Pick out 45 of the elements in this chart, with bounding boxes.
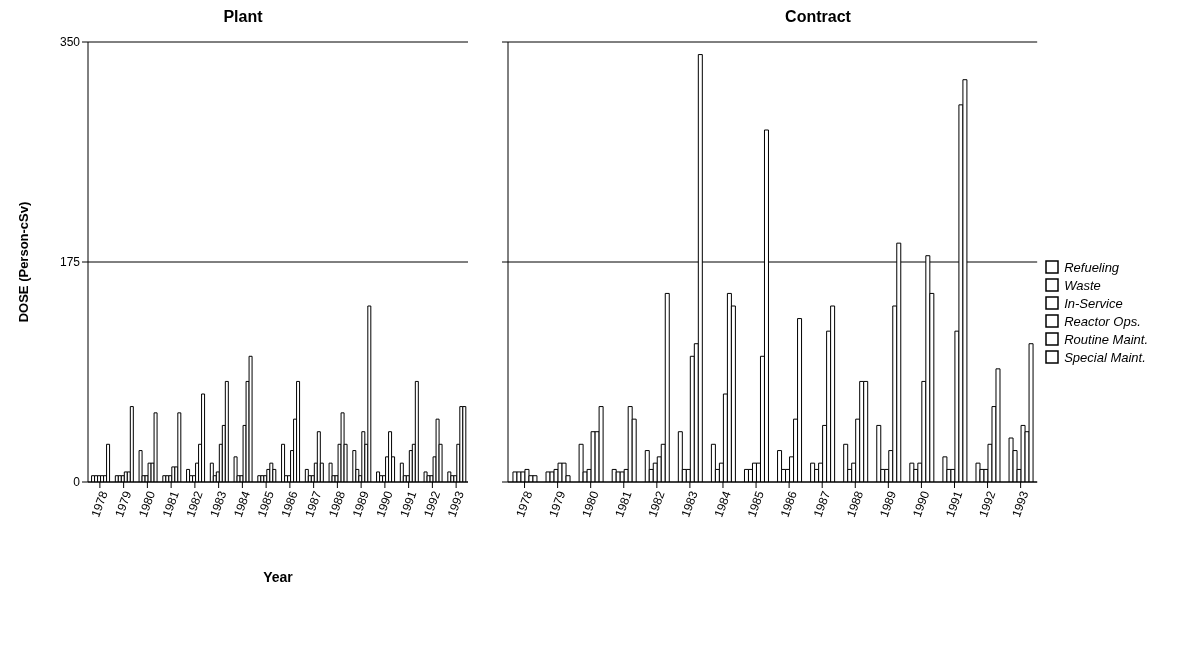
x-tick-label: 1993 (1009, 488, 1032, 520)
x-tick-label: 1984 (711, 488, 734, 520)
x-tick-label: 1985 (744, 488, 767, 520)
x-tick-label: 1986 (777, 488, 801, 520)
x-tick-label: 1991 (397, 488, 420, 520)
x-tick-label: 1978 (513, 488, 536, 520)
x-tick-label: 1980 (135, 488, 159, 520)
legend-label: Special Maint. (1064, 349, 1146, 365)
x-tick-label: 1987 (810, 488, 834, 520)
chart-title: Contract (784, 8, 852, 27)
y-tick-label: 350 (59, 35, 81, 50)
y-axis-title: DOSE (Person-cSv) (15, 201, 31, 323)
x-tick-label: 1979 (546, 488, 569, 520)
x-tick-label: 1980 (579, 488, 602, 520)
x-tick-label: 1989 (349, 488, 373, 520)
x-tick-label: 1991 (943, 488, 966, 520)
x-tick-label: 1983 (207, 488, 230, 520)
x-tick-label: 1979 (112, 488, 135, 520)
x-tick-label: 1982 (645, 488, 668, 520)
x-tick-label: 1985 (254, 488, 278, 520)
x-axis-title: Year (263, 569, 294, 585)
chart-title: Plant (222, 8, 264, 27)
x-tick-label: 1986 (278, 488, 301, 520)
x-tick-label: 1981 (159, 488, 183, 520)
legend-label: Refueling (1064, 259, 1120, 275)
x-tick-label: 1990 (373, 488, 396, 520)
x-tick-label: 1990 (909, 488, 933, 520)
x-tick-label: 1978 (88, 488, 111, 520)
x-tick-label: 1983 (678, 488, 701, 520)
x-tick-label: 1987 (302, 488, 325, 520)
x-tick-label: 1988 (843, 488, 867, 520)
x-tick-label: 1993 (444, 488, 468, 520)
legend-label: Waste (1064, 277, 1101, 293)
x-tick-label: 1984 (230, 488, 254, 520)
x-tick-label: 1989 (876, 488, 900, 520)
legend-label: In-Service (1064, 295, 1123, 311)
x-tick-label: 1992 (420, 488, 444, 520)
y-tick-label: 175 (59, 255, 81, 270)
x-tick-label: 1982 (183, 488, 206, 520)
x-tick-label: 1988 (325, 488, 349, 520)
legend-label: Reactor Ops. (1064, 313, 1141, 329)
x-tick-label: 1981 (612, 488, 635, 520)
x-tick-label: 1992 (976, 488, 999, 520)
y-tick-label: 0 (73, 475, 81, 490)
legend-label: Routine Maint. (1064, 331, 1148, 347)
